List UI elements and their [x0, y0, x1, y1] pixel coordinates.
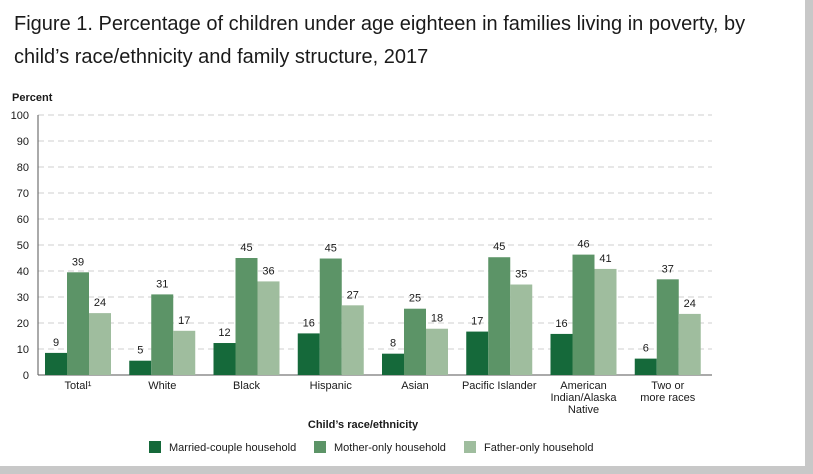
bar	[510, 284, 533, 375]
x-tick-label: American	[560, 380, 606, 392]
bar-chart: Percent 0 10 20 30 40 50 60 70 80 90 100 9 5 12 16 8 17 16…	[11, 92, 712, 454]
data-label: 18	[431, 313, 443, 325]
y-tick-label: 0	[23, 370, 29, 382]
x-tick-label: more races	[640, 392, 696, 404]
legend-swatch	[314, 441, 326, 453]
bar	[426, 328, 448, 375]
legend-label: Married-couple household	[169, 442, 296, 454]
x-tick-label: Pacific Islander	[462, 380, 537, 392]
data-label: 9	[53, 337, 59, 349]
bar	[341, 305, 364, 375]
bar	[488, 257, 511, 375]
data-label: 24	[684, 298, 696, 310]
bar	[550, 333, 573, 375]
data-label: 27	[347, 289, 359, 301]
legend-label: Mother-only household	[334, 442, 446, 454]
bar	[382, 353, 404, 375]
data-label: 12	[218, 327, 230, 339]
bar	[67, 272, 89, 375]
y-tick-label: 30	[17, 292, 29, 304]
data-label: 16	[555, 318, 567, 330]
bar	[173, 330, 196, 375]
data-label: 8	[390, 338, 396, 350]
data-label: 16	[303, 317, 315, 329]
x-tick-label: Two or	[651, 380, 684, 392]
legend-swatch	[149, 441, 161, 453]
legend-label: Father-only household	[484, 442, 593, 454]
data-label: 45	[325, 243, 337, 255]
data-label: 46	[577, 239, 589, 251]
data-label: 35	[515, 269, 527, 281]
x-tick-label: White	[148, 380, 176, 392]
y-tick-label: 10	[17, 344, 29, 356]
y-tick-label: 90	[17, 136, 29, 148]
data-label: 45	[493, 241, 505, 253]
bar	[572, 254, 595, 375]
data-label: 25	[409, 293, 421, 305]
data-label: 45	[240, 242, 252, 254]
data-label: 37	[662, 263, 674, 275]
data-label: 41	[599, 253, 611, 265]
legend-swatch	[464, 441, 476, 453]
bar	[634, 358, 657, 375]
data-label: 17	[178, 315, 190, 327]
data-label: 6	[643, 343, 649, 355]
bar	[151, 294, 174, 375]
bar	[297, 333, 320, 375]
data-label: 24	[94, 297, 106, 309]
y-tick-label: 20	[17, 318, 29, 330]
bar	[319, 258, 342, 375]
bar	[678, 313, 701, 375]
x-tick-label: Total¹	[65, 380, 92, 392]
data-label: 39	[72, 256, 84, 268]
y-tick-label: 80	[17, 162, 29, 174]
figure-title: Figure 1. Percentage of children under a…	[14, 13, 746, 68]
y-axis-label: Percent	[12, 92, 53, 104]
x-tick-label: Hispanic	[310, 380, 353, 392]
x-tick-label: Asian	[401, 380, 429, 392]
bar	[235, 258, 258, 375]
y-tick-label: 70	[17, 188, 29, 200]
bar	[466, 331, 489, 375]
data-label: 31	[156, 278, 168, 290]
bar	[89, 313, 111, 375]
y-tick-label: 60	[17, 214, 29, 226]
y-tick-label: 50	[17, 240, 29, 252]
x-tick-label: Indian/Alaska	[550, 392, 617, 404]
x-tick-label: Black	[233, 380, 260, 392]
data-label: 17	[471, 316, 483, 328]
y-tick-label: 40	[17, 266, 29, 278]
bar	[213, 343, 236, 375]
bar	[594, 268, 617, 375]
bar	[404, 308, 426, 375]
y-tick-label: 100	[11, 110, 29, 122]
x-tick-label: Native	[568, 404, 599, 416]
bar	[656, 279, 679, 375]
data-label: 36	[262, 265, 274, 277]
bar	[257, 281, 280, 375]
x-axis-label: Child’s race/ethnicity	[308, 419, 419, 431]
bar	[45, 352, 67, 375]
data-label: 5	[137, 345, 143, 357]
bar	[129, 360, 152, 375]
